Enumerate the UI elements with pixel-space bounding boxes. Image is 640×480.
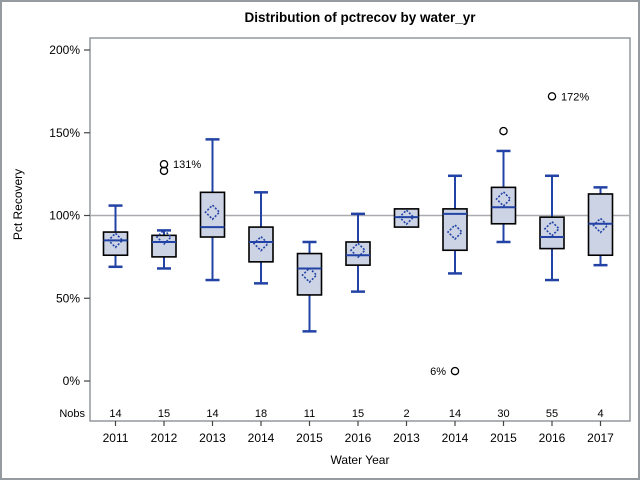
box-2016-5 [345, 241, 371, 266]
y-tick-label: 50% [56, 291, 80, 305]
y-tick-label: 0% [63, 374, 81, 388]
nobs-value: 15 [352, 408, 364, 420]
outlier-point [159, 166, 169, 176]
mean-diamond [349, 242, 367, 259]
mean-diamond [301, 266, 318, 284]
nobs-value: 11 [304, 408, 315, 420]
nobs-value: 2 [403, 408, 409, 420]
x-tick-label: 2014 [248, 431, 275, 445]
box-2012-1 [151, 234, 177, 258]
x-tick-label: 2015 [490, 431, 517, 445]
y-tick-label: 150% [49, 126, 80, 140]
x-tick-label: 2011 [103, 431, 129, 445]
x-axis-title: Water Year [331, 453, 390, 467]
nobs-value: 55 [546, 408, 558, 420]
outlier-point [547, 92, 557, 101]
mean-diamond [252, 235, 270, 252]
nobs-value: 15 [158, 408, 170, 420]
nobs-value: 14 [449, 408, 461, 420]
box-2015-4 [296, 252, 323, 296]
nobs-value: 30 [497, 408, 509, 420]
nobs-row-label: Nobs [59, 408, 85, 420]
box-2013-2 [199, 191, 226, 238]
mean-diamond [155, 228, 173, 246]
mean-diamond [204, 204, 221, 221]
outlier-label: 131% [173, 159, 201, 171]
outlier-label: 172% [561, 91, 589, 103]
x-tick-label: 2015 [296, 431, 323, 445]
x-tick-label: 2013 [393, 431, 420, 445]
mean-diamond [495, 190, 512, 208]
mean-diamond [107, 232, 124, 249]
x-tick-label: 2013 [199, 431, 226, 445]
outlier-point [450, 366, 460, 376]
y-tick-label: 100% [49, 209, 80, 223]
mean-diamond [543, 220, 561, 237]
mean-diamond [446, 223, 464, 241]
chart-title: Distribution of pctrecov by water_yr [244, 10, 476, 25]
outlier-label: 6% [430, 366, 446, 378]
box-2014-7 [442, 208, 468, 252]
x-tick-label: 2017 [587, 431, 614, 445]
y-axis-title: Pct Recovery [11, 169, 25, 240]
y-tick-label: 200% [49, 43, 80, 57]
x-tick-label: 2016 [345, 431, 372, 445]
outlier-point [499, 126, 508, 136]
mean-diamond [592, 217, 609, 234]
mean-diamond [398, 209, 415, 226]
box-2014-3 [248, 226, 274, 263]
box-2016-9 [539, 216, 565, 250]
nobs-value: 18 [255, 408, 267, 420]
nobs-value: 4 [597, 408, 603, 420]
x-tick-label: 2014 [442, 431, 469, 445]
box-2011-0 [102, 231, 129, 257]
nobs-value: 14 [109, 408, 121, 420]
plot-frame [89, 37, 631, 422]
nobs-value: 14 [206, 408, 218, 420]
x-tick-label: 2012 [151, 431, 178, 445]
x-tick-label: 2016 [539, 431, 566, 445]
